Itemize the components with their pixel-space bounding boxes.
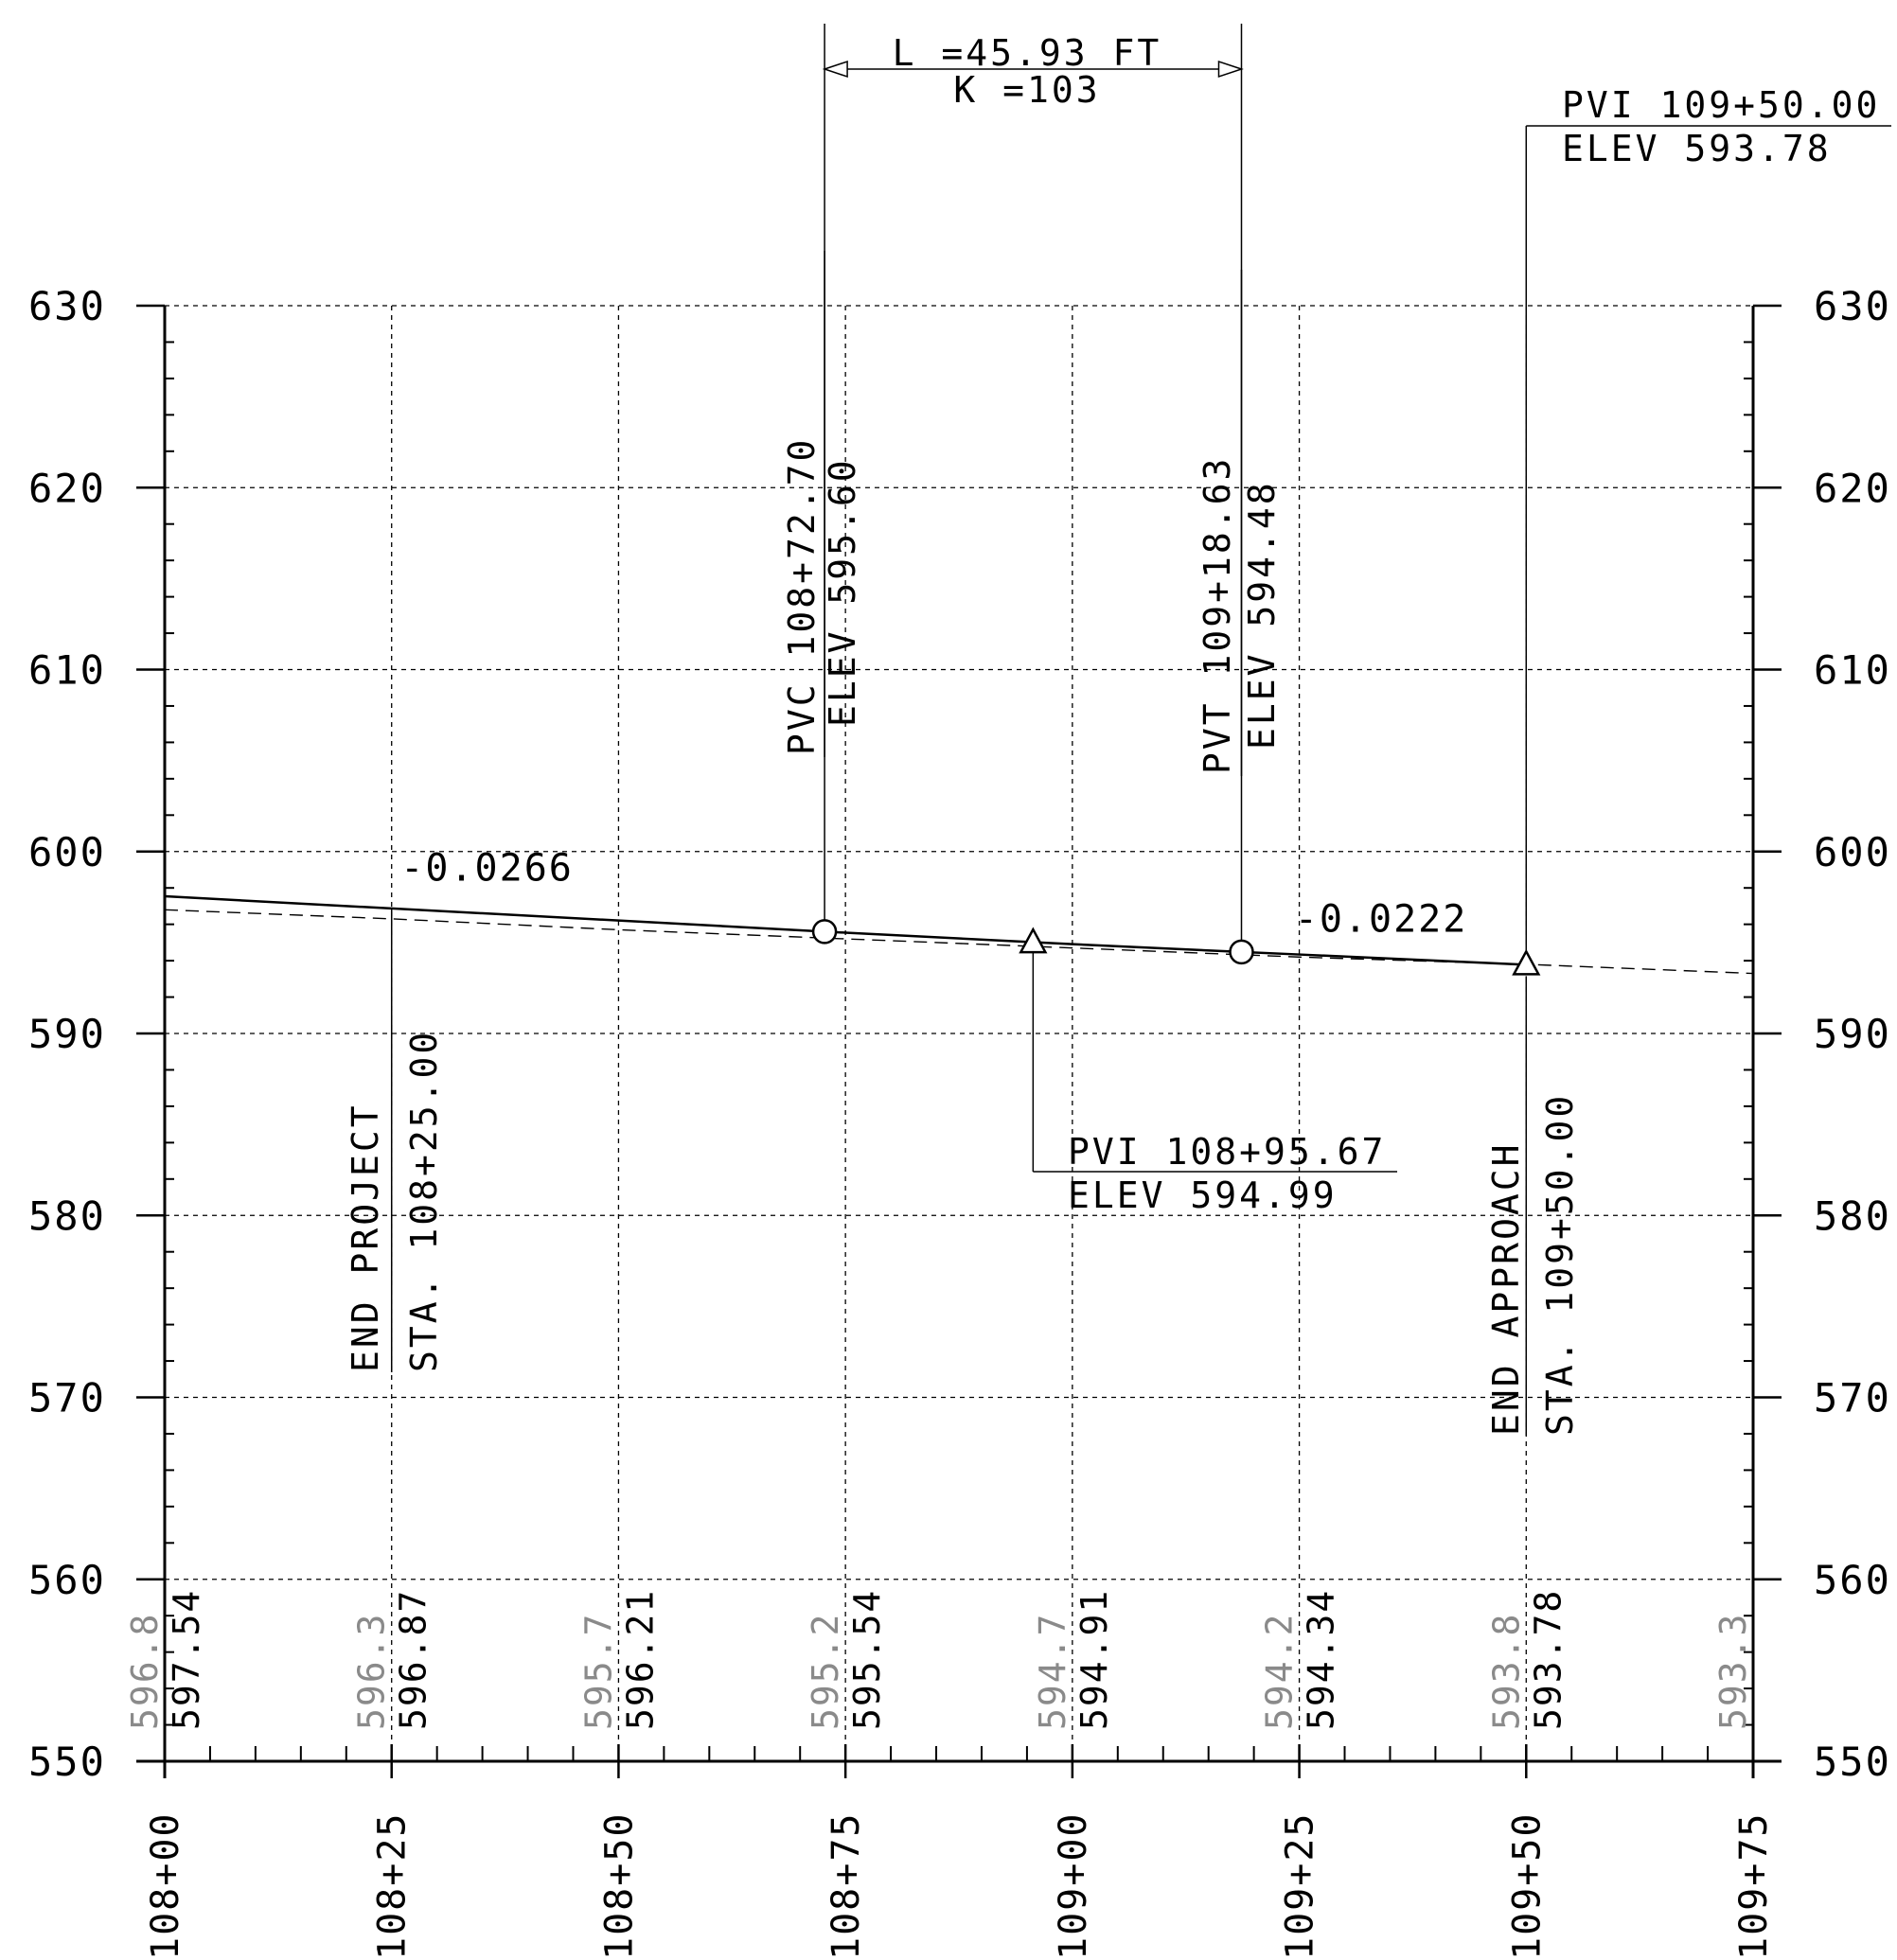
pvc-callout: PVC 108+72.70 ELEV 595.60: [781, 437, 863, 755]
pvi-top-elev-label: ELEV 593.78: [1562, 128, 1832, 169]
dimension-arrow-left: [822, 60, 848, 79]
pvi-top-callout: PVI 109+50.00 ELEV 593.78: [1562, 84, 1880, 169]
end-project-label: END PROJECT: [345, 1103, 386, 1372]
x-tick-label: 108+00: [144, 1812, 187, 1960]
existing-ground-line: [164, 909, 1754, 975]
x-tick-label: 108+50: [597, 1812, 641, 1960]
grade-label: -0.0222: [1295, 897, 1468, 941]
y-tick-label-left: 580: [28, 1192, 106, 1239]
existing-elevation-label: 595.2: [805, 1613, 846, 1730]
y-tick-label-right: 620: [1814, 465, 1891, 511]
end-approach-station-label: STA. 109+50.00: [1539, 1093, 1581, 1436]
curve-length-label: L =45.93 FT: [893, 32, 1162, 74]
pvc-station-label: PVC 108+72.70: [781, 437, 823, 755]
curve-point-circle: [811, 919, 838, 945]
x-tick-label: 108+75: [824, 1812, 868, 1960]
y-tick-label-left: 610: [28, 647, 106, 694]
y-tick-label-right: 570: [1814, 1375, 1891, 1421]
axes: [136, 304, 1782, 1778]
grade-labels: -0.0266 -0.0222: [400, 847, 1468, 942]
proposed-elevation-label: 596.87: [393, 1589, 434, 1730]
curve-point-markers: [811, 919, 1541, 976]
existing-elevation-label: 596.8: [124, 1613, 166, 1730]
end-project-callout: END PROJECT STA. 108+25.00: [345, 1030, 445, 1372]
pvc-elev-label: ELEV 595.60: [822, 457, 863, 727]
existing-elevation-label: 595.7: [577, 1613, 619, 1730]
y-tick-label-left: 570: [28, 1375, 106, 1421]
y-tick-label-right: 590: [1814, 1011, 1891, 1057]
proposed-elevation-label: 596.21: [619, 1589, 661, 1730]
existing-elevation-label: 593.8: [1485, 1613, 1527, 1730]
pvt-elev-label: ELEV 594.48: [1241, 480, 1283, 750]
profile-lines: [164, 894, 1754, 975]
pvt-station-label: PVT 109+18.63: [1197, 456, 1238, 774]
proposed-elevation-label: 597.54: [166, 1589, 207, 1730]
y-tick-label-right: 610: [1814, 647, 1891, 694]
x-tick-label: 109+00: [1052, 1812, 1095, 1960]
proposed-elevation-label: 594.91: [1073, 1589, 1115, 1730]
curve-point-circle: [1229, 939, 1254, 965]
pvi-triangle: [1512, 948, 1541, 976]
proposed-grade-line: [164, 894, 1527, 966]
proposed-elevation-label: 593.78: [1527, 1589, 1569, 1730]
y-tick-label-right: 580: [1814, 1192, 1891, 1239]
existing-elevation-label: 596.3: [351, 1613, 393, 1730]
end-project-station-label: STA. 108+25.00: [403, 1030, 445, 1372]
callout-leaders: [390, 24, 1891, 1436]
pvt-callout: PVT 109+18.63 ELEV 594.48: [1197, 456, 1283, 774]
existing-elevation-label: 593.3: [1712, 1613, 1754, 1730]
pvi-top-station-label: PVI 109+50.00: [1562, 84, 1880, 126]
y-tick-label-left: 590: [28, 1011, 106, 1057]
x-tick-label: 109+25: [1279, 1812, 1322, 1960]
pvi-mid-callout: PVI 108+95.67 ELEV 594.99: [1068, 1131, 1386, 1216]
y-tick-label-left: 630: [28, 283, 106, 329]
x-tick-label: 109+75: [1732, 1812, 1776, 1960]
proposed-elevation-label: 595.54: [846, 1589, 888, 1730]
dimension-arrow-right: [1217, 60, 1244, 79]
grid-lines: [165, 305, 1753, 1761]
tick-labels: 630 630 620 620 610 610 600 600 590 590 580 580 570 5…: [28, 283, 1891, 1960]
y-tick-label-right: 560: [1814, 1557, 1891, 1603]
pvi-mid-station-label: PVI 108+95.67: [1068, 1131, 1386, 1173]
proposed-elevation-label: 594.34: [1301, 1589, 1342, 1730]
y-tick-label-left: 560: [28, 1557, 106, 1603]
existing-elevation-label: 594.2: [1259, 1613, 1301, 1730]
y-tick-label-right: 630: [1814, 283, 1891, 329]
end-approach-label: END APPROACH: [1485, 1141, 1527, 1436]
y-tick-label-left: 600: [28, 829, 106, 875]
x-tick-label: 109+50: [1505, 1812, 1549, 1960]
y-tick-label-left: 550: [28, 1739, 106, 1785]
station-elevation-labels: 596.8 597.54 596.3 596.87 595.7 596.21 595.2 59…: [124, 1589, 1754, 1730]
y-tick-label-left: 620: [28, 465, 106, 511]
y-tick-label-right: 550: [1814, 1739, 1891, 1785]
curve-k-label: K =103: [953, 69, 1100, 111]
x-tick-label: 108+25: [371, 1812, 415, 1960]
curve-length-dimension: L =45.93 FT K =103: [893, 32, 1162, 111]
existing-elevation-label: 594.7: [1032, 1613, 1073, 1730]
pvi-mid-elev-label: ELEV 594.99: [1068, 1174, 1338, 1216]
grade-label: -0.0266: [400, 847, 574, 891]
y-tick-label-right: 600: [1814, 829, 1891, 875]
end-approach-callout: END APPROACH STA. 109+50.00: [1485, 1093, 1581, 1436]
